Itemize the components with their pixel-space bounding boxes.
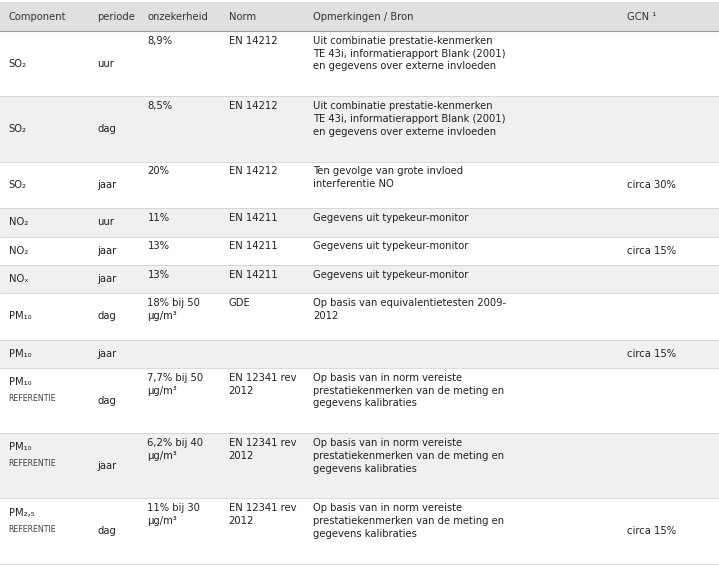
- Text: SO₂: SO₂: [9, 180, 27, 190]
- Text: periode: periode: [97, 11, 135, 22]
- Text: Uit combinatie prestatie-kenmerken
TE 43i, informatierapport Blank (2001)
en geg: Uit combinatie prestatie-kenmerken TE 43…: [313, 36, 505, 71]
- Bar: [0, 2, 719, 31]
- Text: Component: Component: [9, 11, 66, 22]
- Text: PM₂,₅: PM₂,₅: [9, 507, 35, 518]
- Text: Gegevens uit typekeur-monitor: Gegevens uit typekeur-monitor: [313, 269, 468, 280]
- Text: 13%: 13%: [147, 269, 170, 280]
- Text: NOₓ: NOₓ: [9, 274, 28, 284]
- Text: 7,7% bij 50
μg/m³: 7,7% bij 50 μg/m³: [147, 373, 203, 396]
- Bar: [0, 31, 719, 96]
- Text: EN 14212: EN 14212: [229, 36, 278, 46]
- Text: PM₁₀: PM₁₀: [9, 377, 31, 387]
- Text: SO₂: SO₂: [9, 124, 27, 134]
- Text: Op basis van in norm vereiste
prestatiekenmerken van de meting en
gegevens kalib: Op basis van in norm vereiste prestatiek…: [313, 373, 504, 408]
- Text: 20%: 20%: [147, 167, 170, 176]
- Text: EN 12341 rev
2012: EN 12341 rev 2012: [229, 503, 296, 526]
- Text: 6,2% bij 40
μg/m³: 6,2% bij 40 μg/m³: [147, 438, 203, 461]
- Bar: [0, 433, 719, 498]
- Text: circa 15%: circa 15%: [627, 349, 676, 359]
- Text: EN 14211: EN 14211: [229, 242, 278, 251]
- Text: EN 14212: EN 14212: [229, 167, 278, 176]
- Text: NO₂: NO₂: [9, 217, 28, 227]
- Text: EN 12341 rev
2012: EN 12341 rev 2012: [229, 438, 296, 461]
- Text: 8,5%: 8,5%: [147, 101, 173, 111]
- Text: Norm: Norm: [229, 11, 256, 22]
- Text: jaar: jaar: [97, 246, 116, 256]
- Text: Gegevens uit typekeur-monitor: Gegevens uit typekeur-monitor: [313, 213, 468, 223]
- Text: Uit combinatie prestatie-kenmerken
TE 43i, informatierapport Blank (2001)
en geg: Uit combinatie prestatie-kenmerken TE 43…: [313, 101, 505, 137]
- Text: circa 30%: circa 30%: [627, 180, 676, 190]
- Text: onzekerheid: onzekerheid: [147, 11, 209, 22]
- Text: Gegevens uit typekeur-monitor: Gegevens uit typekeur-monitor: [313, 242, 468, 251]
- Text: EN 14212: EN 14212: [229, 101, 278, 111]
- Text: REFERENTIE: REFERENTIE: [9, 459, 56, 468]
- Text: 18% bij 50
μg/m³: 18% bij 50 μg/m³: [147, 298, 201, 320]
- Text: EN 12341 rev
2012: EN 12341 rev 2012: [229, 373, 296, 396]
- Text: Op basis van in norm vereiste
prestatiekenmerken van de meting en
gegevens kalib: Op basis van in norm vereiste prestatiek…: [313, 503, 504, 539]
- Text: 13%: 13%: [147, 242, 170, 251]
- Text: dag: dag: [97, 526, 116, 536]
- Text: dag: dag: [97, 396, 116, 405]
- Text: PM₁₀: PM₁₀: [9, 311, 31, 321]
- Text: jaar: jaar: [97, 180, 116, 190]
- Text: dag: dag: [97, 311, 116, 321]
- Text: GCN ¹: GCN ¹: [627, 11, 656, 22]
- Text: 8,9%: 8,9%: [147, 36, 173, 46]
- Text: Op basis van equivalentietesten 2009-
2012: Op basis van equivalentietesten 2009- 20…: [313, 298, 506, 320]
- Bar: [0, 293, 719, 340]
- Text: EN 14211: EN 14211: [229, 269, 278, 280]
- Text: Opmerkingen / Bron: Opmerkingen / Bron: [313, 11, 413, 22]
- Text: jaar: jaar: [97, 349, 116, 359]
- Text: Op basis van in norm vereiste
prestatiekenmerken van de meting en
gegevens kalib: Op basis van in norm vereiste prestatiek…: [313, 438, 504, 473]
- Text: REFERENTIE: REFERENTIE: [9, 394, 56, 403]
- Text: 11%: 11%: [147, 213, 170, 223]
- Text: circa 15%: circa 15%: [627, 246, 676, 256]
- Bar: [0, 208, 719, 236]
- Bar: [0, 236, 719, 265]
- Bar: [0, 96, 719, 162]
- Text: uur: uur: [97, 217, 114, 227]
- Text: circa 15%: circa 15%: [627, 526, 676, 536]
- Bar: [0, 162, 719, 208]
- Text: GDE: GDE: [229, 298, 250, 308]
- Text: REFERENTIE: REFERENTIE: [9, 525, 56, 534]
- Text: PM₁₀: PM₁₀: [9, 349, 31, 359]
- Text: NO₂: NO₂: [9, 246, 28, 256]
- Text: dag: dag: [97, 124, 116, 134]
- Text: EN 14211: EN 14211: [229, 213, 278, 223]
- Text: jaar: jaar: [97, 274, 116, 284]
- Bar: [0, 265, 719, 293]
- Text: jaar: jaar: [97, 461, 116, 471]
- Bar: [0, 368, 719, 433]
- Text: PM₁₀: PM₁₀: [9, 442, 31, 452]
- Bar: [0, 498, 719, 564]
- Text: SO₂: SO₂: [9, 58, 27, 69]
- Text: 11% bij 30
μg/m³: 11% bij 30 μg/m³: [147, 503, 201, 526]
- Bar: [0, 340, 719, 368]
- Text: uur: uur: [97, 58, 114, 69]
- Text: Ten gevolge van grote invloed
interferentie NO: Ten gevolge van grote invloed interferen…: [313, 167, 463, 189]
